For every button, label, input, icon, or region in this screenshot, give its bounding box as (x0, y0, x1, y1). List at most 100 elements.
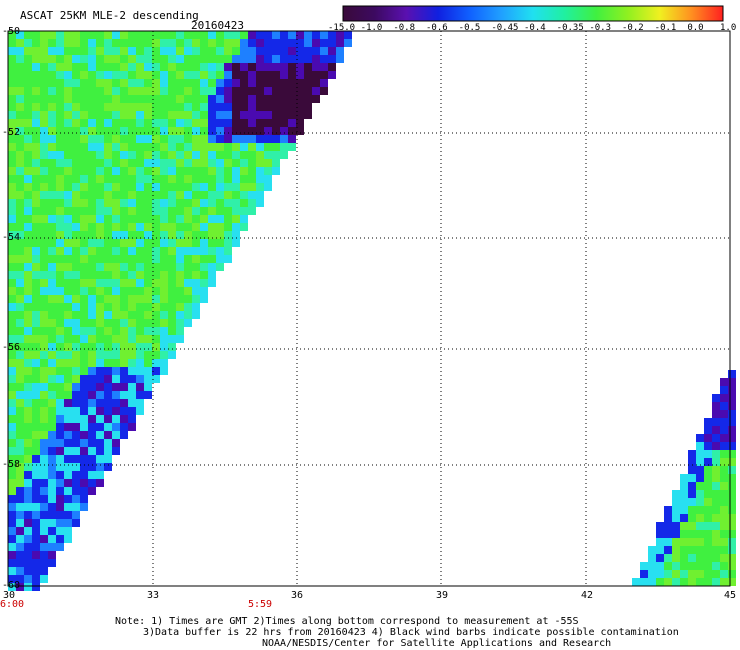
swath-cell (264, 183, 272, 191)
swath-cell (240, 71, 248, 79)
swath-cell (96, 479, 104, 487)
swath-cell (128, 63, 136, 71)
swath-cell (328, 39, 336, 47)
swath-cell (704, 458, 712, 466)
swath-cell (40, 359, 48, 367)
swath-cell (152, 31, 160, 39)
swath-cell (104, 127, 112, 135)
swath-cell (168, 231, 176, 239)
swath-cell (184, 31, 192, 39)
swath-cell (64, 359, 72, 367)
swath-cell (96, 303, 104, 311)
swath-cell (48, 527, 56, 535)
swath-cell (192, 271, 200, 279)
swath-cell (96, 71, 104, 79)
swath-cell (88, 383, 96, 391)
swath-cell (24, 191, 32, 199)
swath-cell (152, 231, 160, 239)
swath-cell (16, 47, 24, 55)
swath-cell (696, 562, 704, 570)
swath-cell (720, 402, 728, 410)
swath-cell (720, 562, 728, 570)
swath-cell (8, 319, 16, 327)
swath-cell (64, 415, 72, 423)
swath-cell (96, 399, 104, 407)
swath-cell (104, 191, 112, 199)
swath-cell (136, 63, 144, 71)
swath-cell (32, 471, 40, 479)
swath-cell (184, 143, 192, 151)
swath-cell (96, 167, 104, 175)
swath-cell (104, 47, 112, 55)
swath-cell (120, 271, 128, 279)
swath-cell (232, 127, 240, 135)
swath-cell (128, 103, 136, 111)
swath-cell (16, 71, 24, 79)
swath-cell (304, 71, 312, 79)
swath-cell (48, 311, 56, 319)
swath-cell (16, 63, 24, 71)
swath-cell (40, 279, 48, 287)
swath-cell (104, 327, 112, 335)
swath-cell (152, 71, 160, 79)
swath-cell (96, 247, 104, 255)
swath-cell (200, 175, 208, 183)
swath-cell (192, 87, 200, 95)
swath-cell (72, 103, 80, 111)
swath-cell (80, 31, 88, 39)
swath-cell (80, 215, 88, 223)
swath-cell (696, 578, 704, 586)
swath-cell (176, 63, 184, 71)
swath-cell (656, 538, 664, 546)
swath-cell (280, 127, 288, 135)
swath-cell (80, 359, 88, 367)
swath-cell (240, 111, 248, 119)
swath-cell (48, 271, 56, 279)
swath-cell (184, 175, 192, 183)
swath-cell (224, 215, 232, 223)
swath-cell (48, 511, 56, 519)
swath-cell (160, 335, 168, 343)
swath-cell (56, 39, 64, 47)
swath-cell (216, 199, 224, 207)
swath-cell (312, 87, 320, 95)
swath-cell (64, 463, 72, 471)
swath-cell (728, 562, 736, 570)
swath-cell (160, 351, 168, 359)
swath-cell (24, 303, 32, 311)
swath-cell (672, 514, 680, 522)
swath-cell (184, 239, 192, 247)
swath-cell (312, 95, 320, 103)
swath-cell (8, 295, 16, 303)
swath-cell (40, 55, 48, 63)
swath-cell (144, 111, 152, 119)
swath-cell (88, 175, 96, 183)
swath-cell (112, 279, 120, 287)
swath-cell (88, 47, 96, 55)
swath-cell (104, 79, 112, 87)
swath-cell (104, 303, 112, 311)
swath-cell (8, 159, 16, 167)
swath-cell (128, 111, 136, 119)
swath-cell (40, 311, 48, 319)
swath-cell (64, 279, 72, 287)
swath-cell (136, 407, 144, 415)
swath-cell (72, 519, 80, 527)
swath-cell (720, 578, 728, 586)
swath-cell (32, 327, 40, 335)
swath-cell (24, 351, 32, 359)
swath-cell (16, 447, 24, 455)
swath-cell (696, 490, 704, 498)
swath-cell (8, 407, 16, 415)
swath-cell (16, 167, 24, 175)
swath-cell (112, 255, 120, 263)
swath-cell (344, 31, 352, 39)
swath-cell (24, 551, 32, 559)
swath-cell (160, 303, 168, 311)
swath-cell (120, 303, 128, 311)
swath-cell (112, 335, 120, 343)
swath-cell (80, 455, 88, 463)
swath-cell (200, 247, 208, 255)
swath-cell (16, 343, 24, 351)
swath-cell (72, 327, 80, 335)
